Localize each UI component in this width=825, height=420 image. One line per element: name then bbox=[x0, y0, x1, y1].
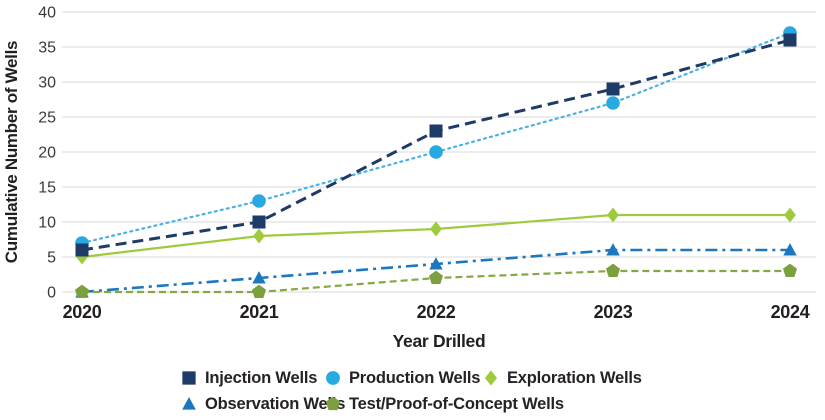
y-tick-label: 0 bbox=[47, 285, 56, 302]
triangle-marker bbox=[182, 396, 196, 410]
diamond-marker bbox=[784, 207, 796, 223]
square-marker bbox=[252, 215, 266, 229]
legend-label: Injection Wells bbox=[205, 368, 318, 387]
legend-label: Production Wells bbox=[349, 368, 481, 387]
x-axis-title: Year Drilled bbox=[392, 331, 486, 351]
pentagon-marker bbox=[251, 284, 267, 298]
y-tick-label: 30 bbox=[38, 75, 56, 92]
diamond-marker bbox=[430, 221, 442, 237]
x-tick-label: 2022 bbox=[417, 302, 456, 322]
legend: Injection Wells Production Wells Explorati… bbox=[181, 365, 642, 417]
square-marker bbox=[429, 124, 443, 138]
diamond-marker bbox=[607, 207, 619, 223]
y-tick-label: 20 bbox=[38, 145, 56, 162]
circle-marker bbox=[606, 96, 620, 110]
diamond-legend-icon bbox=[484, 370, 498, 386]
diamond-marker bbox=[253, 228, 265, 244]
y-tick-label: 40 bbox=[38, 5, 56, 22]
square-marker bbox=[606, 82, 620, 96]
triangle-marker bbox=[429, 257, 443, 270]
legend-label: Observation Wells bbox=[205, 394, 346, 413]
triangle-marker bbox=[252, 271, 266, 284]
series-line-square bbox=[81, 38, 791, 252]
series-line-circle bbox=[80, 31, 792, 245]
triangle-legend-icon bbox=[182, 396, 196, 410]
square-marker bbox=[75, 243, 89, 257]
legend-label: Exploration Wells bbox=[507, 368, 642, 387]
legend-item-production-wells: Production Wells bbox=[325, 369, 483, 388]
legend-row: Injection Wells Production Wells Explorati… bbox=[181, 365, 642, 391]
x-tick-label: 2023 bbox=[594, 302, 633, 322]
y-tick-label: 25 bbox=[38, 110, 56, 127]
y-tick-label: 15 bbox=[38, 180, 56, 197]
circle-marker bbox=[252, 194, 266, 208]
legend-item-exploration-wells: Exploration Wells bbox=[483, 369, 642, 388]
legend-item-injection-wells: Injection Wells bbox=[181, 369, 325, 388]
square-marker bbox=[783, 33, 797, 47]
y-axis-title: Cumulative Number of Wells bbox=[2, 40, 21, 264]
triangle-marker bbox=[606, 243, 620, 256]
x-tick-label: 2020 bbox=[63, 302, 102, 322]
square-marker bbox=[182, 371, 196, 385]
circle-marker bbox=[429, 145, 443, 159]
legend-item-observation-wells: Observation Wells bbox=[181, 395, 345, 414]
pentagon-marker bbox=[325, 396, 341, 411]
legend-row: Observation Wells Test/Proof-of-Concept W… bbox=[181, 391, 642, 417]
legend-item-test-proof-of-concept-wells: Test/Proof-of-Concept Wells bbox=[325, 395, 564, 414]
x-tick-label: 2024 bbox=[771, 302, 810, 322]
square-legend-icon bbox=[182, 371, 196, 385]
pentagon-marker bbox=[428, 270, 444, 284]
legend-label: Test/Proof-of-Concept Wells bbox=[349, 394, 564, 413]
y-tick-label: 10 bbox=[38, 215, 56, 232]
pentagon-marker bbox=[782, 263, 798, 277]
diamond-marker bbox=[484, 370, 498, 386]
pentagon-legend-icon bbox=[325, 396, 341, 411]
pentagon-marker bbox=[74, 284, 90, 298]
plot-area: 0 5 10 15 20 25 30 35 40 2020 2021 2022 2023 2024 bbox=[38, 5, 816, 322]
circle-legend-icon bbox=[326, 371, 340, 385]
triangle-marker bbox=[783, 243, 797, 256]
pentagon-marker bbox=[605, 263, 621, 277]
x-tick-label: 2021 bbox=[240, 302, 279, 322]
y-tick-label: 35 bbox=[38, 40, 56, 57]
circle-marker bbox=[326, 371, 340, 385]
y-tick-label: 5 bbox=[47, 250, 56, 267]
